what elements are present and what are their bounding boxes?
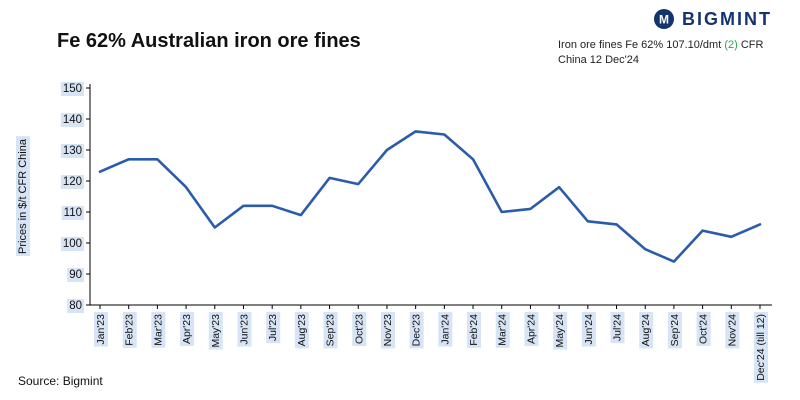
tick-label-bg <box>94 311 108 347</box>
bigmint-logo: M BIGMINT <box>653 8 772 30</box>
tick-label-bg <box>352 311 367 347</box>
annotation-text-pre: Iron ore fines Fe 62% 107.10/dmt <box>558 39 725 51</box>
tick-label-bg <box>237 311 252 347</box>
tick-label-bg <box>16 136 30 256</box>
price-series-line <box>98 130 762 263</box>
x-tick-label: Sep'24 <box>669 314 681 347</box>
tick-label-bg <box>495 311 510 348</box>
tick-label-bg <box>60 175 84 189</box>
y-tick-label: 90 <box>69 269 82 281</box>
tick-label-bg <box>667 311 682 349</box>
annotation-highlight: (2) <box>724 39 738 51</box>
tick-label-bg <box>266 311 281 344</box>
x-tick-label: May'24 <box>554 314 566 348</box>
tick-label-bg <box>725 311 740 349</box>
tick-label-bg <box>67 268 84 282</box>
tick-label-bg <box>122 311 137 348</box>
tick-label-bg <box>553 311 568 350</box>
bigmint-logo-icon: M <box>654 9 674 29</box>
y-tick-label: 110 <box>64 207 82 219</box>
x-tick-label: Oct'23 <box>353 314 365 344</box>
tick-label-bg <box>294 311 309 349</box>
x-tick-label: Nov'23 <box>382 314 394 347</box>
tick-label-bg <box>581 311 596 347</box>
x-tick-label: Aug'23 <box>296 314 308 347</box>
x-tick-label: Jan'24 <box>439 314 451 345</box>
y-tick-label: 100 <box>63 238 82 250</box>
x-tick-label: Sep'23 <box>325 314 337 347</box>
x-tick-label: Dec'23 <box>411 314 423 347</box>
tick-label-bg <box>754 312 768 383</box>
y-tick-label: 150 <box>63 83 82 95</box>
x-tick-label: Mar'24 <box>497 314 509 346</box>
tick-label-bg <box>639 311 654 349</box>
x-tick-label: Apr'23 <box>181 314 193 344</box>
tick-label-bg <box>524 311 539 347</box>
x-tick-label: Apr'24 <box>525 314 537 344</box>
tick-label-bg <box>67 299 84 313</box>
tick-label-bg <box>60 144 84 158</box>
x-tick-label: Jun'24 <box>583 314 595 345</box>
tick-label-bg <box>60 237 84 251</box>
tick-label-bg <box>610 311 625 344</box>
source-note: Source: Bigmint <box>18 374 103 388</box>
tick-label-bg <box>60 113 84 127</box>
tick-label-bg <box>208 311 223 350</box>
x-tick-label: May'23 <box>210 314 222 348</box>
y-tick-label: 80 <box>69 300 82 312</box>
tick-label-bg <box>180 311 195 347</box>
tick-label-bg <box>60 82 84 96</box>
tick-label-bg <box>467 311 482 348</box>
price-annotation: Iron ore fines Fe 62% 107.10/dmt (2) CFR… <box>558 38 778 69</box>
x-tick-label: Feb'23 <box>124 314 136 346</box>
x-tick-label: Aug'24 <box>640 314 652 347</box>
logo-monogram: M <box>659 13 669 27</box>
tick-label-bg <box>323 311 338 349</box>
y-tick-label: 130 <box>63 145 82 157</box>
x-tick-label: Jan'23 <box>95 314 107 345</box>
annotation-line2: China 12 Dec'24 <box>558 54 639 67</box>
x-tick-label: Feb'24 <box>468 314 480 346</box>
tick-label-bg <box>409 311 424 349</box>
bigmint-logo-text: BIGMINT <box>682 8 772 29</box>
x-tick-label: Jun'23 <box>238 314 250 345</box>
y-tick-label: 140 <box>63 114 82 126</box>
tick-label-bg <box>696 311 711 347</box>
x-tick-label: Nov'24 <box>726 314 738 347</box>
x-tick-label: Mar'23 <box>152 314 164 346</box>
chart-title: Fe 62% Australian iron ore fines <box>57 30 361 52</box>
x-tick-label: Jul'24 <box>612 314 624 341</box>
y-axis-title: Prices in $/t CFR China <box>17 138 29 254</box>
y-tick-label: 120 <box>63 176 82 188</box>
x-tick-label: Jul'23 <box>267 314 279 341</box>
annotation-text-post: CFR <box>737 39 764 51</box>
tick-label-bg <box>438 311 453 347</box>
x-tick-label: Oct'24 <box>698 314 710 344</box>
tick-label-bg <box>380 311 395 349</box>
tick-label-bg <box>61 206 84 220</box>
x-tick-label: Dec'24 (till 12) <box>755 314 767 381</box>
tick-label-bg <box>151 311 166 348</box>
